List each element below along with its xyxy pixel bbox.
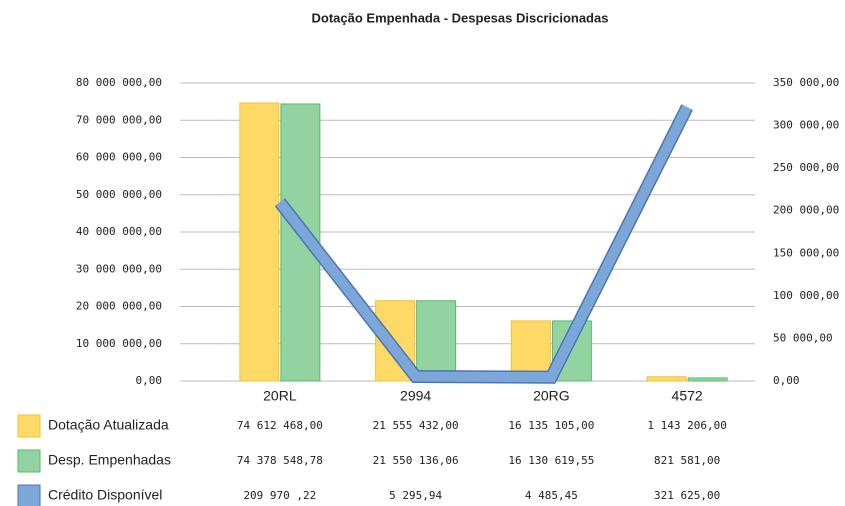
legend-label: Crédito Disponível	[48, 487, 162, 503]
y2-tick-label: 200 000,00	[773, 204, 839, 217]
table-value: 4 485,45	[525, 489, 578, 502]
legend-swatch	[17, 449, 41, 473]
y-tick-label: 50 000 000,00	[76, 188, 162, 201]
y2-tick-label: 300 000,00	[773, 119, 839, 132]
line-outline	[274, 104, 693, 384]
y2-tick-label: 350 000,00	[773, 76, 839, 89]
y2-tick-label: 150 000,00	[773, 246, 839, 259]
legend-swatch	[17, 414, 41, 438]
table-value: 21 555 432,00	[373, 419, 459, 432]
legend-label: Desp. Empenhadas	[48, 452, 171, 468]
y2-tick-label: 100 000,00	[773, 289, 839, 302]
table-value: 821 581,00	[654, 454, 720, 467]
x-tick-label: 20RG	[533, 388, 570, 404]
legend-swatch	[17, 484, 41, 506]
y-tick-label: 10 000 000,00	[76, 337, 162, 350]
chart-title: Dotação Empenhada - Despesas Discriciona…	[312, 10, 609, 25]
table-value: 1 143 206,00	[647, 419, 726, 432]
y-tick-label: 80 000 000,00	[76, 76, 162, 89]
table-value: 21 550 136,06	[373, 454, 459, 467]
table-value: 209 970 ,22	[243, 489, 316, 502]
bar	[416, 300, 457, 382]
x-tick-label: 20RL	[263, 388, 297, 404]
y-tick-label: 70 000 000,00	[76, 113, 162, 126]
bar	[239, 102, 280, 382]
y-tick-label: 20 000 000,00	[76, 300, 162, 313]
y2-tick-label: 0,00	[773, 374, 800, 387]
table-value: 74 378 548,78	[237, 454, 323, 467]
y-tick-label: 0,00	[136, 374, 163, 387]
x-tick-label: 2994	[400, 388, 431, 404]
bar	[646, 376, 687, 382]
legend-label: Dotação Atualizada	[48, 417, 169, 433]
bar	[687, 377, 728, 382]
table-value: 16 135 105,00	[508, 419, 594, 432]
table-value: 5 295,94	[389, 489, 442, 502]
line	[275, 104, 692, 383]
table-value: 74 612 468,00	[237, 419, 323, 432]
y-tick-label: 60 000 000,00	[76, 151, 162, 164]
table-value: 16 130 619,55	[508, 454, 594, 467]
y-tick-label: 30 000 000,00	[76, 262, 162, 275]
y2-tick-label: 250 000,00	[773, 161, 839, 174]
x-tick-label: 4572	[672, 388, 703, 404]
table-value: 321 625,00	[654, 489, 720, 502]
y2-tick-label: 50 000,00	[773, 331, 833, 344]
y-tick-label: 40 000 000,00	[76, 225, 162, 238]
